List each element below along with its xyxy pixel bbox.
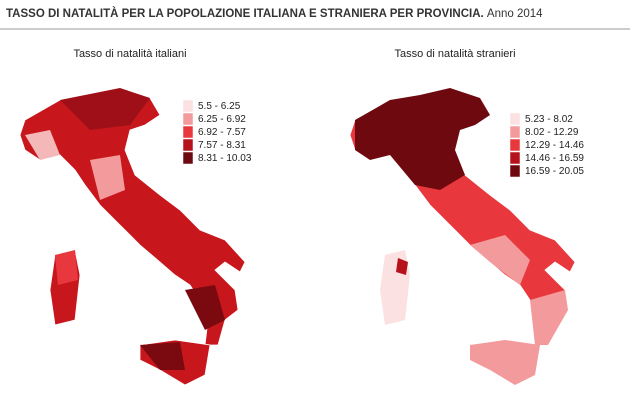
region: [470, 235, 530, 285]
region: [355, 88, 490, 190]
map-stranieri: [349, 87, 576, 386]
legend-swatch: [509, 125, 521, 139]
region: [25, 130, 60, 160]
legend-swatch: [182, 99, 194, 113]
legend-label: 5.5 - 6.25: [198, 101, 241, 112]
legend-label: 14.46 - 16.59: [525, 153, 584, 164]
map-title: Tasso di natalità stranieri: [394, 48, 515, 60]
legend-swatch: [509, 112, 521, 126]
legends: 5.5 - 6.25 6.25 - 6.92 6.92 - 7.57 7.57 - 8…: [182, 99, 584, 178]
region: [90, 155, 125, 200]
legend-label: 7.57 - 8.31: [198, 140, 246, 151]
legend-label: 12.29 - 14.46: [525, 140, 584, 151]
region: [470, 340, 540, 385]
legend-swatch: [182, 125, 194, 139]
region: [530, 290, 568, 345]
region: [396, 258, 408, 275]
legend-swatch: [509, 164, 521, 178]
map-italiani: [19, 87, 246, 386]
legend-label: 6.92 - 7.57: [198, 127, 246, 138]
legend-label: 5.23 - 8.02: [525, 114, 573, 125]
map-title: Tasso di natalità italiani: [73, 48, 186, 60]
legend-label: 6.25 - 6.92: [198, 114, 246, 125]
region: [60, 88, 150, 130]
legend-swatch: [182, 138, 194, 152]
title-main: TASSO DI NATALITÀ PER LA POPOLAZIONE ITA…: [6, 7, 484, 20]
legend-swatch: [182, 151, 194, 165]
legend-label: 8.31 - 10.03: [198, 153, 252, 164]
legend-label: 8.02 - 12.29: [525, 127, 579, 138]
region: [140, 342, 185, 370]
legend-swatch: [509, 151, 521, 165]
legend-swatch: [182, 112, 194, 126]
title-year: Anno 2014: [487, 8, 543, 20]
legend-swatch: [509, 138, 521, 152]
region: [55, 250, 78, 285]
figure-title: TASSO DI NATALITÀ PER LA POPOLAZIONE ITA…: [6, 7, 543, 20]
legend-label: 16.59 - 20.05: [525, 166, 584, 177]
region: [185, 285, 225, 330]
